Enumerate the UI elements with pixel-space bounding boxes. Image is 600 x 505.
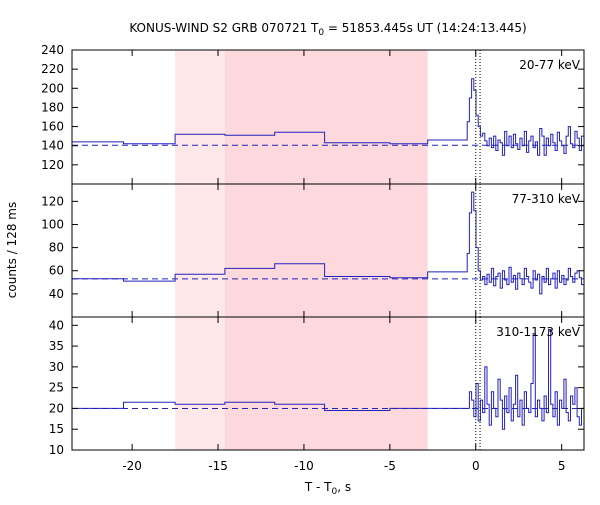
y-tick-label-1-4: 160 xyxy=(41,120,64,134)
background-layer xyxy=(175,50,428,450)
panel-frame-3 xyxy=(71,316,585,451)
y-tick-label-3-7: 40 xyxy=(49,318,64,332)
y-axis-label: counts / 128 ms xyxy=(5,202,19,298)
y-tick-label-3-2: 15 xyxy=(49,422,64,436)
y-tick-label-1-8: 240 xyxy=(41,43,64,57)
x-tick-label-2: -15 xyxy=(208,459,228,473)
y-tick-label-3-6: 35 xyxy=(49,339,64,353)
band-label-panel-2: 77-310 keV xyxy=(512,192,581,206)
y-tick-label-2-5: 100 xyxy=(41,217,64,231)
y-tick-label-3-4: 25 xyxy=(49,381,64,395)
text-layer: KONUS-WIND S2 GRB 070721 T0 = 51853.445s… xyxy=(5,21,581,497)
y-tick-label-3-3: 20 xyxy=(49,401,64,415)
x-tick-label-4: -5 xyxy=(384,459,396,473)
y-tick-label-3-1: 10 xyxy=(49,443,64,457)
band-label-panel-1: 20-77 keV xyxy=(519,58,581,72)
y-tick-label-2-4: 80 xyxy=(49,241,64,255)
shaded-region-2-panel-1 xyxy=(224,50,428,184)
y-tick-label-1-2: 120 xyxy=(41,158,64,172)
shaded-region-2-panel-2 xyxy=(224,184,428,317)
band-label-panel-3: 310-1173 keV xyxy=(496,325,580,339)
frame-layer xyxy=(71,49,585,451)
light-curve-panel-1 xyxy=(72,78,584,156)
light-curve-panel-3 xyxy=(72,329,584,430)
y-tick-label-1-5: 180 xyxy=(41,100,64,114)
x-axis-label: T - T0, s xyxy=(304,480,351,497)
y-tick-label-2-3: 60 xyxy=(49,264,64,278)
y-tick-label-2-2: 40 xyxy=(49,287,64,301)
x-tick-label-3: -10 xyxy=(294,459,314,473)
x-tick-label-1: -20 xyxy=(122,459,142,473)
y-tick-label-2-6: 120 xyxy=(41,194,64,208)
shaded-region-2-panel-3 xyxy=(224,317,428,450)
x-tick-label-5: 0 xyxy=(472,459,480,473)
chart-title: KONUS-WIND S2 GRB 070721 T0 = 51853.445s… xyxy=(129,21,526,38)
data-layer xyxy=(72,50,584,450)
y-tick-label-1-7: 220 xyxy=(41,62,64,76)
y-tick-label-1-6: 200 xyxy=(41,81,64,95)
x-tick-label-6: 5 xyxy=(558,459,566,473)
light-curve-panel-2 xyxy=(72,191,584,295)
y-tick-label-1-3: 140 xyxy=(41,139,64,153)
y-tick-label-3-5: 30 xyxy=(49,360,64,374)
